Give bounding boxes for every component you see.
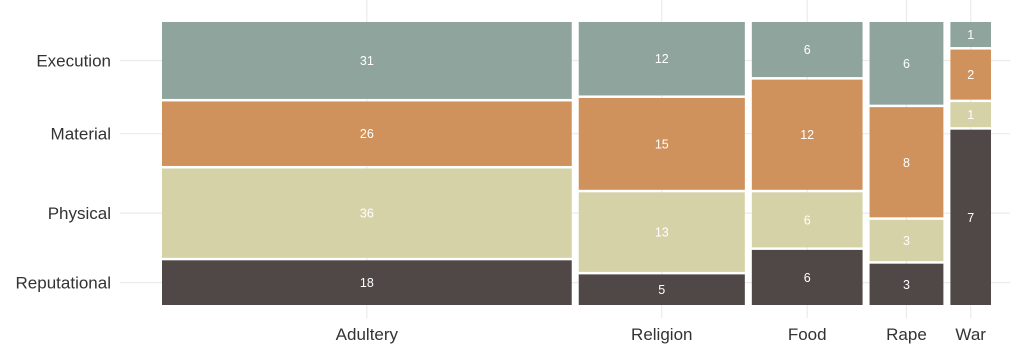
cell-food-physical (751, 192, 863, 248)
cell-label-food-reputational: 6 (804, 271, 811, 285)
y-tick-label-physical: Physical (48, 204, 111, 223)
cell-war-material (950, 49, 991, 100)
x-tick-label-war: War (955, 325, 986, 344)
cell-rape-reputational (869, 263, 944, 306)
cell-food-material (751, 79, 863, 190)
cell-label-rape-physical: 3 (903, 234, 910, 248)
mosaic-cells (162, 22, 991, 306)
cell-label-rape-material: 8 (903, 156, 910, 170)
cell-label-religion-reputational: 5 (658, 283, 665, 297)
cell-label-adultery-execution: 31 (360, 54, 374, 68)
y-tick-label-execution: Execution (36, 51, 111, 70)
cell-label-religion-execution: 12 (655, 52, 669, 66)
cell-food-execution (751, 22, 863, 78)
x-tick-label-adultery: Adultery (336, 325, 399, 344)
y-tick-label-material: Material (51, 125, 111, 144)
cell-rape-execution (869, 22, 944, 105)
cell-religion-execution (578, 22, 745, 96)
cell-war-reputational (950, 129, 991, 305)
cell-adultery-material (162, 101, 572, 166)
cell-label-adultery-material: 26 (360, 127, 374, 141)
cell-adultery-physical (162, 168, 572, 258)
cell-label-food-material: 12 (800, 128, 814, 142)
cell-rape-physical (869, 219, 944, 262)
cell-label-rape-reputational: 3 (903, 278, 910, 292)
cell-rape-material (869, 107, 944, 218)
cell-label-war-physical: 1 (967, 108, 974, 122)
cell-label-food-physical: 6 (804, 213, 811, 227)
cell-label-adultery-reputational: 18 (360, 276, 374, 290)
cell-religion-physical (578, 192, 745, 272)
cell-war-execution (950, 22, 991, 48)
x-tick-label-rape: Rape (886, 325, 927, 344)
cell-label-adultery-physical: 36 (360, 207, 374, 221)
cell-label-religion-material: 15 (655, 137, 669, 151)
cell-religion-material (578, 97, 745, 190)
cell-war-physical (950, 102, 991, 128)
cell-label-food-execution: 6 (804, 43, 811, 57)
cell-adultery-reputational (162, 260, 572, 305)
cell-label-rape-execution: 6 (903, 57, 910, 71)
cell-label-religion-physical: 13 (655, 226, 669, 240)
cell-adultery-execution (162, 22, 572, 99)
cell-label-war-material: 2 (967, 68, 974, 82)
x-tick-label-religion: Religion (631, 325, 692, 344)
x-axis: Adultery Religion Food Rape War (336, 325, 987, 344)
y-tick-label-reputational: Reputational (16, 274, 111, 293)
y-axis: Execution Material Physical Reputational (16, 51, 111, 292)
cell-label-war-execution: 1 (967, 28, 974, 42)
cell-religion-reputational (578, 274, 745, 305)
cell-label-war-reputational: 7 (967, 211, 974, 225)
x-tick-label-food: Food (788, 325, 827, 344)
cell-food-reputational (751, 249, 863, 305)
